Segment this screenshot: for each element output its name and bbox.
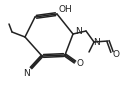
Text: N: N (94, 38, 100, 47)
Text: N: N (23, 69, 29, 78)
Text: N: N (75, 27, 81, 36)
Text: O: O (77, 59, 83, 69)
Text: O: O (112, 50, 120, 59)
Text: OH: OH (58, 4, 72, 13)
